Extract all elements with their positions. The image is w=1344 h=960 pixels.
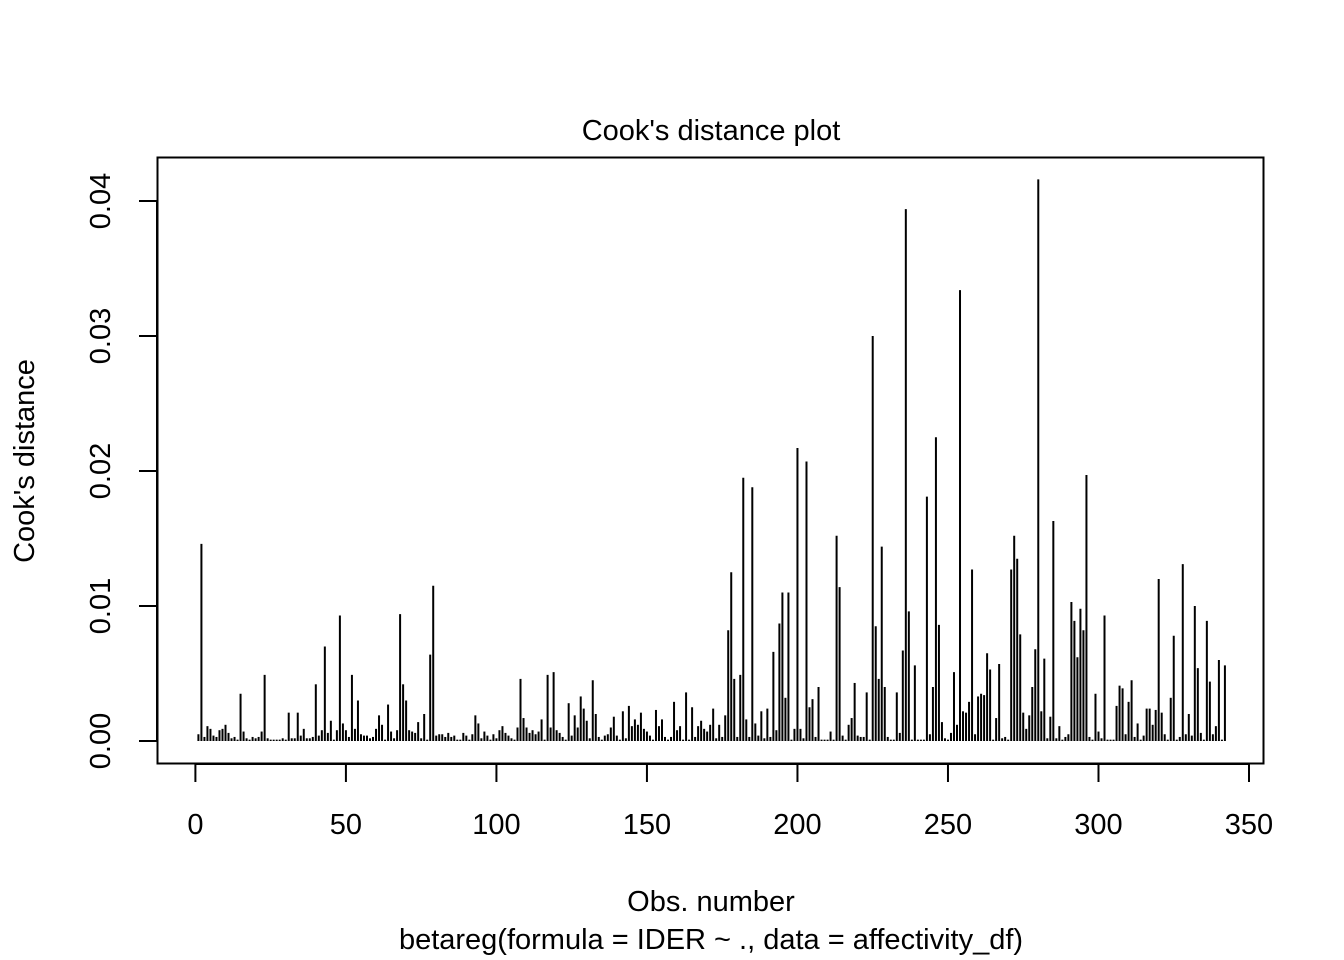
model-formula-subtitle: betareg(formula = IDER ~ ., data = affec… [399,924,1023,956]
plot-frame [156,156,1265,765]
y-tick-label: 0.02 [85,443,117,499]
y-tick-label: 0.04 [85,173,117,229]
x-tick-label: 200 [773,809,821,841]
x-axis-label: Obs. number [627,886,795,918]
x-tick-label: 300 [1074,809,1122,841]
x-tick-label: 250 [924,809,972,841]
x-tick-label: 0 [187,809,203,841]
y-axis-label: Cook's distance [9,359,41,563]
y-tick-label: 0.01 [85,578,117,634]
x-tick-label: 50 [330,809,362,841]
x-tick-label: 150 [623,809,671,841]
x-tick-label: 100 [472,809,520,841]
bars-group [197,179,1226,741]
y-tick-label: 0.00 [85,713,117,769]
x-tick-label: 350 [1225,809,1273,841]
y-axis: 0.00 0.01 0.02 0.03 0.04 [85,173,158,769]
chart-title: Cook's distance plot [582,115,841,147]
x-axis: 0 50 100 150 200 250 300 350 [187,763,1273,841]
y-tick-label: 0.03 [85,308,117,364]
